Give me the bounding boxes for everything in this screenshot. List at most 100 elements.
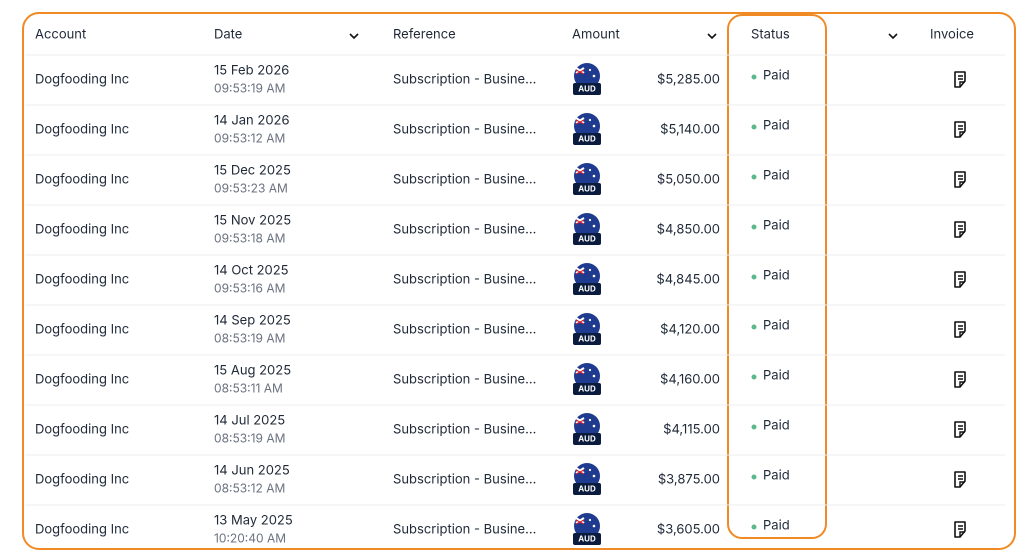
date: 15 Aug 2025 (214, 363, 291, 379)
invoice-icon-part (958, 125, 965, 137)
flag-star (588, 368, 592, 372)
amount: $3,875.00 (658, 472, 720, 488)
invoice-icon[interactable] (954, 371, 966, 388)
status: Paid (763, 418, 790, 434)
amount: $5,050.00 (657, 172, 720, 188)
invoice-icon[interactable] (954, 321, 966, 338)
invoice-icon[interactable] (954, 71, 966, 88)
flag-star (592, 374, 596, 378)
flag-union (575, 217, 585, 224)
column-header[interactable]: Amount (572, 27, 620, 43)
column-header[interactable]: Account (35, 27, 86, 43)
amount: $4,850.00 (657, 222, 720, 238)
status-dot (751, 74, 757, 80)
column-header[interactable]: Status (751, 27, 790, 43)
invoice-icon-part (954, 71, 966, 88)
status: Paid (763, 218, 790, 234)
status-dot (751, 124, 757, 130)
invoice-icon-part (958, 175, 965, 187)
amount: $4,115.00 (663, 422, 720, 438)
flag-star (588, 318, 592, 322)
invoice-icon-part (958, 325, 965, 337)
invoice-icon-part (954, 371, 966, 388)
flag-cross (575, 119, 585, 125)
flag-union (575, 317, 585, 324)
sort-chevron[interactable] (707, 33, 717, 40)
reference: Subscription - Busine... (393, 272, 536, 288)
time: 09:53:19 AM (214, 80, 285, 95)
invoice-icon[interactable] (954, 421, 966, 438)
column-header[interactable]: Reference (393, 27, 456, 43)
currency: AUD (578, 534, 596, 544)
time: 08:53:12 AM (214, 480, 285, 495)
time: 10:20:40 AM (214, 530, 286, 545)
flag-cross (575, 369, 585, 375)
invoice-icon[interactable] (954, 121, 966, 138)
invoice-icon[interactable] (954, 221, 966, 238)
date: 14 Jul 2025 (214, 413, 285, 429)
reference: Subscription - Busine... (393, 422, 536, 438)
flag-star (592, 524, 596, 528)
flag-union (575, 467, 585, 474)
invoice-icon[interactable] (954, 521, 966, 538)
flag-union (575, 167, 585, 174)
flag-cross (575, 269, 585, 275)
currency: AUD (578, 284, 596, 294)
account: Dogfooding Inc (35, 272, 129, 288)
flag-cross (575, 519, 585, 525)
amount: $5,285.00 (657, 72, 720, 88)
currency: AUD (578, 384, 596, 394)
currency: AUD (578, 434, 596, 444)
invoice-icon[interactable] (954, 471, 966, 488)
flag-union (575, 67, 585, 74)
currency-badge (573, 533, 601, 545)
flag-star (588, 418, 592, 422)
status: Paid (763, 368, 790, 384)
time: 08:53:19 AM (214, 330, 285, 345)
date: 14 Jan 2026 (214, 113, 290, 129)
invoice-icon-part (954, 521, 966, 538)
status: Paid (763, 68, 790, 84)
account: Dogfooding Inc (35, 222, 129, 238)
invoice-icon-part (954, 121, 966, 138)
status-dot (751, 324, 757, 330)
flag-union (575, 417, 585, 424)
status-dot (751, 474, 757, 480)
flag-star (588, 468, 592, 472)
invoice-icon-part (954, 321, 966, 338)
invoice-icon[interactable] (954, 271, 966, 288)
flag-star (592, 474, 596, 478)
date: 15 Feb 2026 (214, 63, 289, 79)
sort-chevron[interactable] (349, 33, 359, 40)
status-dot (751, 174, 757, 180)
invoice-icon-part (958, 425, 965, 437)
invoice-icon-part (954, 221, 966, 238)
flag-star (592, 224, 596, 228)
flag-star (592, 274, 596, 278)
invoice-icon-part (958, 75, 965, 87)
date: 14 Oct 2025 (214, 263, 289, 279)
flag-star (588, 218, 592, 222)
account: Dogfooding Inc (35, 472, 129, 488)
amount: $4,160.00 (660, 372, 720, 388)
column-header[interactable]: Invoice (930, 27, 974, 43)
sort-chevron[interactable] (888, 33, 898, 40)
currency-badge (573, 133, 601, 145)
flag-union (575, 367, 585, 374)
flag-cross (575, 469, 585, 475)
amount: $4,120.00 (660, 322, 720, 338)
column-header[interactable]: Date (214, 27, 242, 43)
flag-cross (575, 69, 585, 75)
reference: Subscription - Busine... (393, 322, 536, 338)
flag-star (592, 424, 596, 428)
status-dot (751, 374, 757, 380)
invoice-icon-part (958, 525, 965, 537)
invoice-icon[interactable] (954, 171, 966, 188)
reference: Subscription - Busine... (393, 72, 536, 88)
account: Dogfooding Inc (35, 322, 129, 338)
date: 14 Sep 2025 (214, 313, 291, 329)
currency-badge (573, 333, 601, 345)
status: Paid (763, 118, 790, 134)
status: Paid (763, 468, 790, 484)
time: 08:53:11 AM (214, 380, 283, 395)
